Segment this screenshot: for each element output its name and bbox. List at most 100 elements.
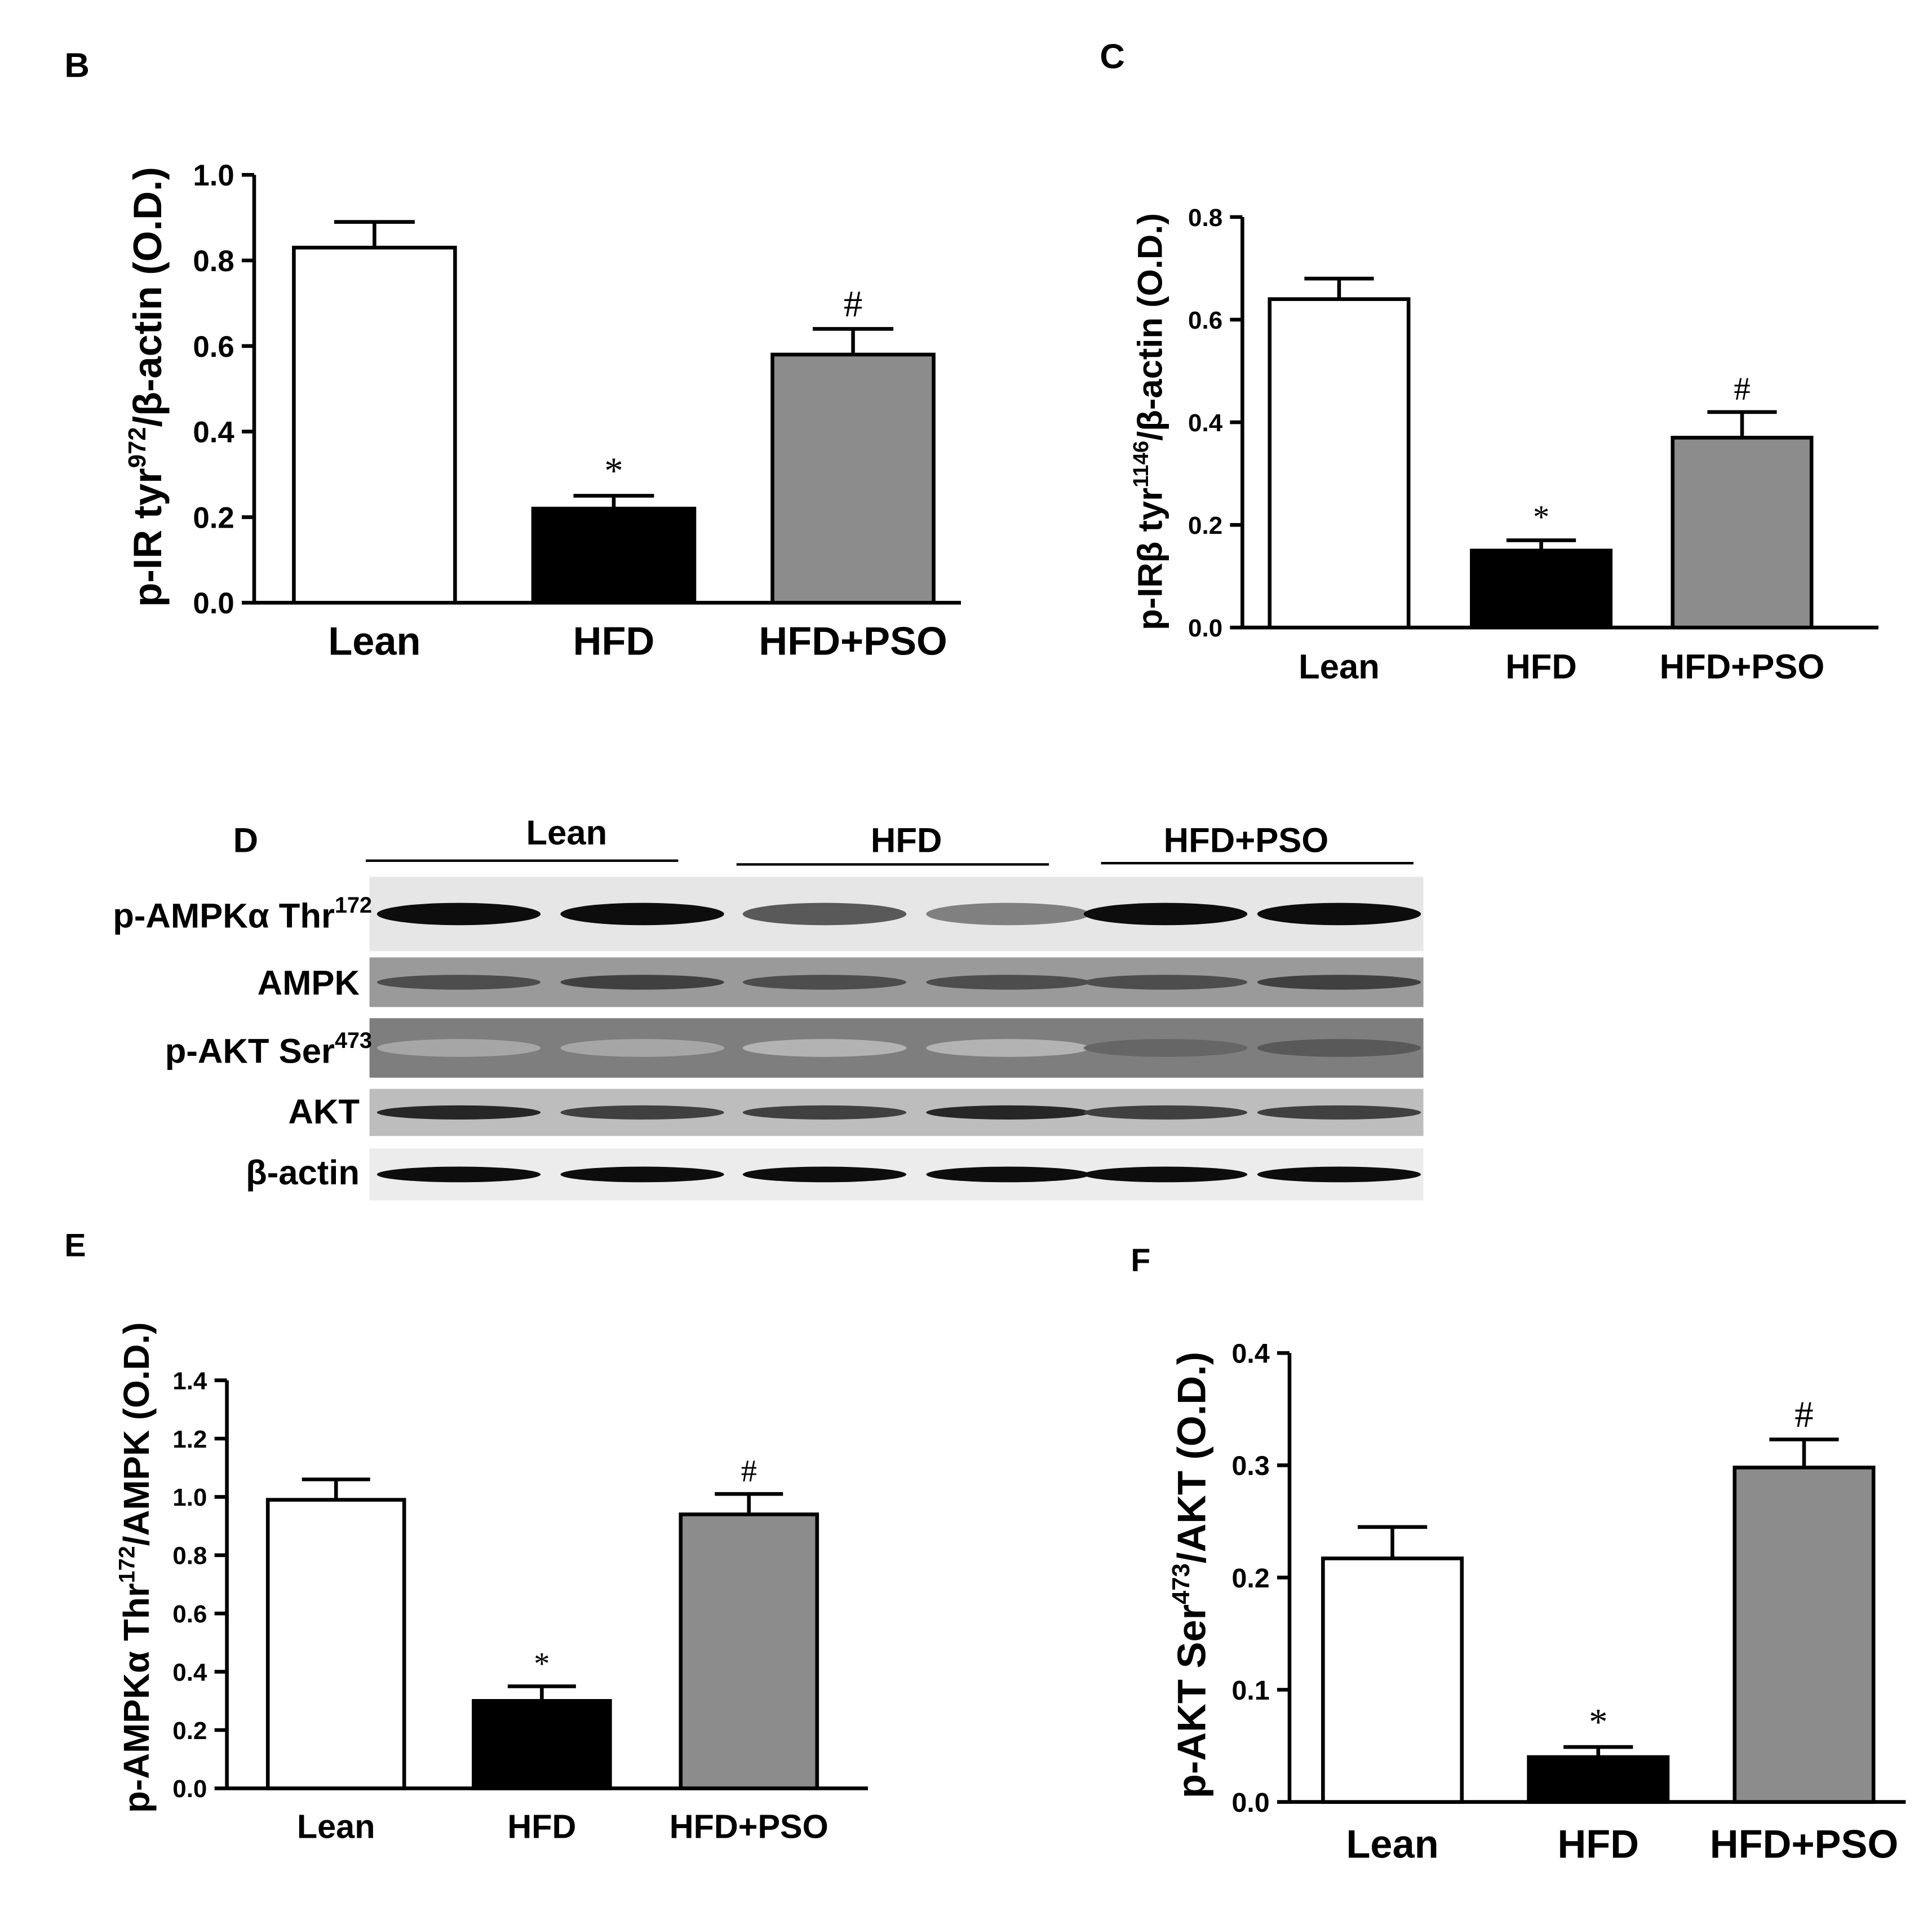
bars: Lean * HFD # HFD+PSO <box>1268 276 1825 686</box>
panel-e: E p-AMPKα Thr172/AMPK (O.D.) 0.0 0.2 0.4 0.… <box>64 1228 868 1845</box>
y-axis-title-main: p-IRβ tyr <box>1131 488 1169 630</box>
blot-band <box>1257 903 1421 926</box>
blot-band <box>560 1166 724 1183</box>
panel-d-western-blot: D Lean HFD HFD+PSO p-AMPKα Thr172AMPKp-A… <box>113 813 1424 1201</box>
panel-b: B p-IR tyr972/β-actin (O.D.) 0.0 0.2 0.4 0.… <box>64 46 961 663</box>
bar-hfd <box>1527 1755 1670 1804</box>
bar-hfd-pso <box>1670 436 1814 630</box>
x-category-label: HFD+PSO <box>670 1807 828 1845</box>
blot-band <box>926 975 1090 990</box>
x-category-label: Lean <box>1346 1822 1438 1866</box>
blot-row-label-main: AKT <box>288 1092 360 1131</box>
y-axis-title-suffix: /β-actin (O.D.) <box>1131 213 1169 441</box>
y-axis-label: p-IR tyr972/β-actin (O.D.) <box>123 167 170 607</box>
y-tick-label: 1.0 <box>172 1484 207 1511</box>
blot-row-label: p-AKT Ser473 <box>165 1028 372 1070</box>
y-axis-title-superscript: 1146 <box>1129 441 1153 488</box>
blot-band <box>1257 975 1421 990</box>
y-tick-label: 0.6 <box>172 1600 207 1628</box>
y-tick-label: 0.4 <box>193 416 234 449</box>
y-tick-label: 0.1 <box>1232 1675 1270 1706</box>
y-tick-label: 0.2 <box>193 501 234 534</box>
x-category-label: HFD <box>1505 647 1577 686</box>
y-tick-label: 0.3 <box>1232 1451 1270 1481</box>
x-category-label: HFD <box>507 1807 576 1845</box>
y-tick-label: 0.2 <box>172 1717 207 1745</box>
panel-f: F p-AKT Ser473/AKT (O.D.) 0.0 0.1 0.2 0.3 0.… <box>1131 1242 1906 1866</box>
x-category-label: HFD+PSO <box>759 619 947 663</box>
blot-row-label-superscript: 473 <box>335 1028 372 1053</box>
x-category-label: Lean <box>1299 647 1380 686</box>
y-axis-title: p-IRβ tyr1146/β-actin (O.D.) <box>1129 213 1170 630</box>
blot-band <box>1257 1105 1421 1120</box>
y-axis-title-suffix: /β-actin (O.D.) <box>125 167 170 427</box>
bar-hfd-pso <box>770 352 936 605</box>
y-tick-label: 0.6 <box>193 330 234 364</box>
significance-marker: * <box>1589 1701 1607 1743</box>
bars: Lean * HFD # HFD+PSO <box>292 220 947 663</box>
blot-band <box>1083 975 1248 990</box>
panel-label-b: B <box>64 46 89 85</box>
bars: Lean * HFD # HFD+PSO <box>265 1454 828 1845</box>
blot-row-label: β-actin <box>246 1153 360 1192</box>
significance-marker: # <box>1794 1394 1813 1436</box>
x-category-label: HFD+PSO <box>1660 647 1825 686</box>
x-category-label: HFD <box>573 619 655 663</box>
blot-row-label-superscript: 172 <box>335 893 372 918</box>
blot-band <box>560 1105 724 1120</box>
y-axis-title-superscript: 172 <box>114 1546 139 1583</box>
blot-band <box>376 1105 541 1120</box>
y-tick-label: 0.0 <box>193 587 234 620</box>
bar-hfd <box>472 1699 612 1790</box>
blot-band <box>560 975 724 990</box>
bar-hfd <box>531 506 697 605</box>
blot-band <box>742 975 907 990</box>
bar-lean <box>1268 297 1411 630</box>
y-axis-label: p-AMPKα Thr172/AMPK (O.D.) <box>114 1322 157 1813</box>
y-tick-label: 1.2 <box>172 1426 207 1453</box>
blot-rows: p-AMPKα Thr172 AMPK p-AKT Ser473 AKT β-actin <box>113 877 1424 1201</box>
bar-hfd <box>1470 548 1613 630</box>
blot-band <box>742 903 907 926</box>
blot-band <box>926 1166 1090 1183</box>
blot-group-label-hfd: HFD <box>871 821 942 860</box>
blot-group-label-hfd-pso: HFD+PSO <box>1164 821 1329 860</box>
y-axis-title-main: p-AKT Ser <box>1169 1604 1213 1798</box>
y-tick-label: 0.2 <box>1188 512 1222 539</box>
y-axis-title-main: p-AMPKα Thr <box>116 1583 157 1813</box>
significance-marker: * <box>1533 498 1549 535</box>
x-category-label: HFD <box>1557 1822 1639 1866</box>
blot-band <box>560 903 724 926</box>
y-tick-label: 0.4 <box>1188 409 1223 437</box>
blot-row-label: AKT <box>288 1092 360 1131</box>
blot-band <box>560 1039 724 1057</box>
x-category-label: HFD+PSO <box>1710 1822 1898 1866</box>
x-category-label: Lean <box>328 619 420 663</box>
panel-label-c: C <box>1100 37 1124 76</box>
y-axis-label: p-IRβ tyr1146/β-actin (O.D.) <box>1129 213 1170 630</box>
significance-marker: # <box>1734 370 1750 407</box>
blot-row-label: p-AMPKα Thr172 <box>113 893 372 935</box>
y-axis-label: p-AKT Ser473/AKT (O.D.) <box>1167 1352 1213 1798</box>
significance-marker: # <box>741 1454 757 1489</box>
blot-band <box>376 903 541 926</box>
blot-row-label-main: β-actin <box>246 1153 360 1192</box>
y-axis-title-superscript: 972 <box>123 427 151 468</box>
y-axis-title-suffix: /AMPK (O.D.) <box>116 1322 157 1546</box>
y-axis-title: p-AMPKα Thr172/AMPK (O.D.) <box>114 1322 157 1813</box>
bars: Lean * HFD # HFD+PSO <box>1321 1394 1898 1866</box>
blot-row-label-main: AMPK <box>258 963 360 1002</box>
y-axis-title: p-IR tyr972/β-actin (O.D.) <box>123 167 170 607</box>
blot-band <box>376 1166 541 1183</box>
y-tick-label: 0.8 <box>172 1542 207 1570</box>
y-axis-title-suffix: /AKT (O.D.) <box>1169 1352 1213 1563</box>
panel-label-d: D <box>233 821 258 860</box>
blot-band <box>1083 1039 1248 1057</box>
panel-label-e: E <box>64 1228 86 1264</box>
y-tick-label: 0.8 <box>193 245 234 278</box>
bar-lean <box>265 1498 406 1790</box>
significance-marker: # <box>844 283 862 325</box>
blot-row-label-main: p-AKT Ser <box>165 1032 335 1070</box>
